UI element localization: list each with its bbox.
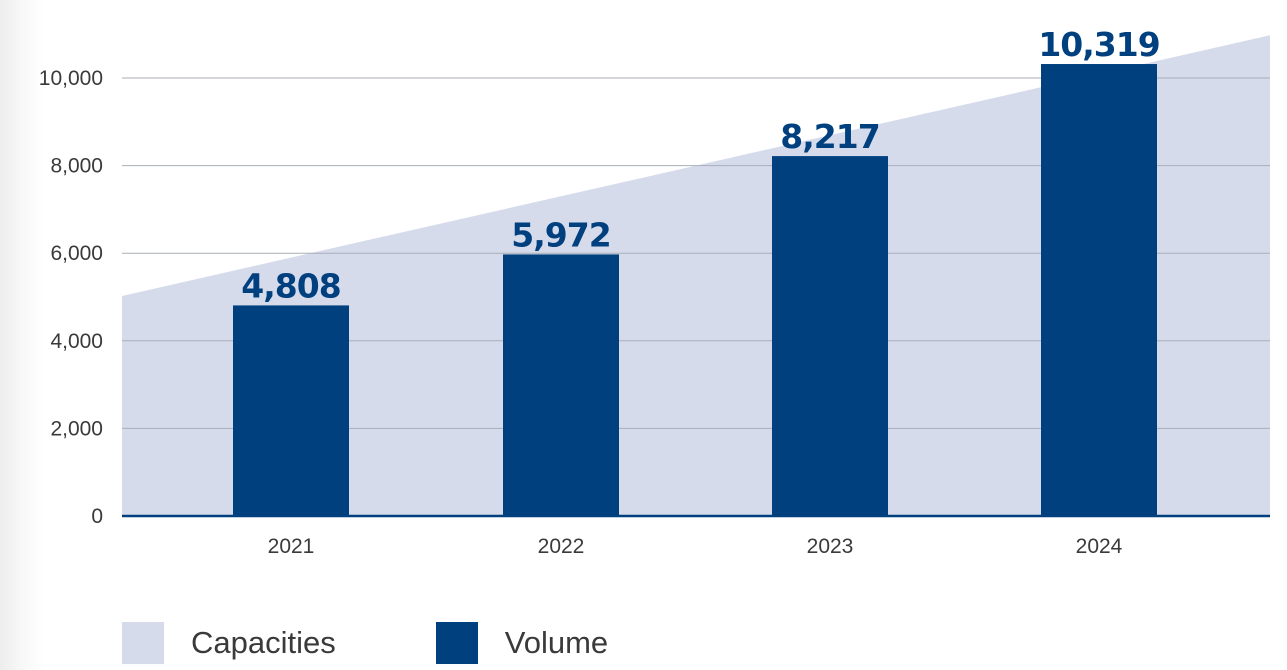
- legend-label-capacities: Capacities: [191, 625, 336, 660]
- data-label-2021: 4,808: [241, 266, 340, 305]
- legend-label-volume: Volume: [504, 625, 609, 660]
- capacities-area: [122, 35, 1270, 517]
- bar-2021: [233, 305, 349, 516]
- y-tick-label-2000: 2,000: [50, 417, 103, 440]
- x-axis-tick-labels: 2021 2022 2023 2024: [268, 535, 1123, 558]
- data-label-2022: 5,972: [511, 215, 610, 254]
- x-tick-label-2021: 2021: [268, 535, 315, 558]
- x-tick-label-2022: 2022: [538, 535, 585, 558]
- legend: Capacities Volume: [122, 622, 708, 664]
- legend-swatch-volume: [435, 622, 478, 664]
- y-tick-label-4000: 4,000: [50, 330, 103, 353]
- y-tick-label-10000: 10,000: [39, 67, 103, 90]
- y-tick-label-8000: 8,000: [50, 155, 103, 178]
- legend-swatch-capacities: [122, 622, 164, 664]
- x-tick-label-2023: 2023: [807, 535, 854, 558]
- bar-data-labels: 4,808 5,972 8,217 10,319: [241, 25, 1160, 305]
- capacities-area-layer: [122, 35, 1270, 517]
- y-tick-label-6000: 6,000: [50, 242, 103, 265]
- legend-item-volume: Volume: [435, 622, 609, 664]
- bar-2022: [503, 254, 619, 517]
- legend-item-capacities: Capacities: [122, 622, 336, 664]
- data-label-2023: 8,217: [780, 117, 879, 156]
- volume-bars: [233, 64, 1157, 517]
- bar-2024: [1041, 64, 1157, 516]
- x-tick-label-2024: 2024: [1076, 535, 1123, 558]
- y-tick-label-0: 0: [91, 505, 103, 528]
- y-axis-tick-labels: 0 2,000 4,000 6,000 8,000 10,000: [39, 67, 103, 528]
- bar-2023: [772, 156, 888, 516]
- chart: 0 2,000 4,000 6,000 8,000 10,000 4,808 5,972 8,…: [39, 25, 1270, 558]
- data-label-2024: 10,319: [1038, 25, 1159, 64]
